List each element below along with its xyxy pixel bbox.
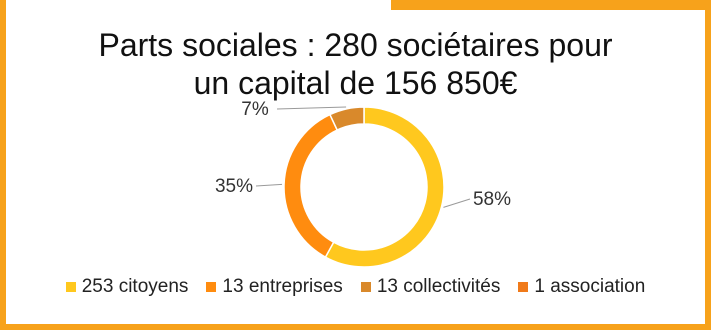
legend-item-1: 13 entreprises: [206, 276, 343, 298]
chart-title: Parts sociales : 280 sociétaires pour un…: [0, 26, 711, 102]
data-label-1: 35%: [215, 176, 253, 197]
chart-title-line-2: un capital de 156 850€: [193, 65, 518, 101]
chart-legend: 253 citoyens 13 entreprises 13 collectivit…: [0, 276, 711, 298]
leader-line-1: [255, 183, 283, 187]
legend-label-2: 13 collectivités: [376, 276, 501, 297]
legend-swatch-0: [65, 282, 76, 292]
legend-swatch-2: [360, 282, 371, 292]
donut-slice-0: [324, 106, 445, 268]
chart-title-line-1: Parts sociales : 280 sociétaires pour: [98, 27, 613, 63]
legend-swatch-1: [206, 282, 217, 292]
top-accent-band: [0, 0, 711, 10]
legend-item-3: 1 association: [518, 276, 645, 298]
data-label-0: 58%: [473, 189, 511, 210]
leader-line-2: [276, 106, 347, 110]
legend-item-0: 253 citoyens: [65, 276, 189, 298]
legend-item-2: 13 collectivités: [360, 276, 501, 298]
donut-slice-1: [283, 113, 339, 259]
legend-swatch-3: [518, 282, 529, 292]
donut-slice-2: [328, 106, 365, 131]
legend-label-0: 253 citoyens: [81, 276, 189, 297]
legend-label-1: 13 entreprises: [222, 276, 343, 297]
data-label-2: 7%: [241, 99, 269, 120]
leader-line-0: [443, 198, 471, 208]
legend-label-3: 1 association: [534, 276, 646, 297]
